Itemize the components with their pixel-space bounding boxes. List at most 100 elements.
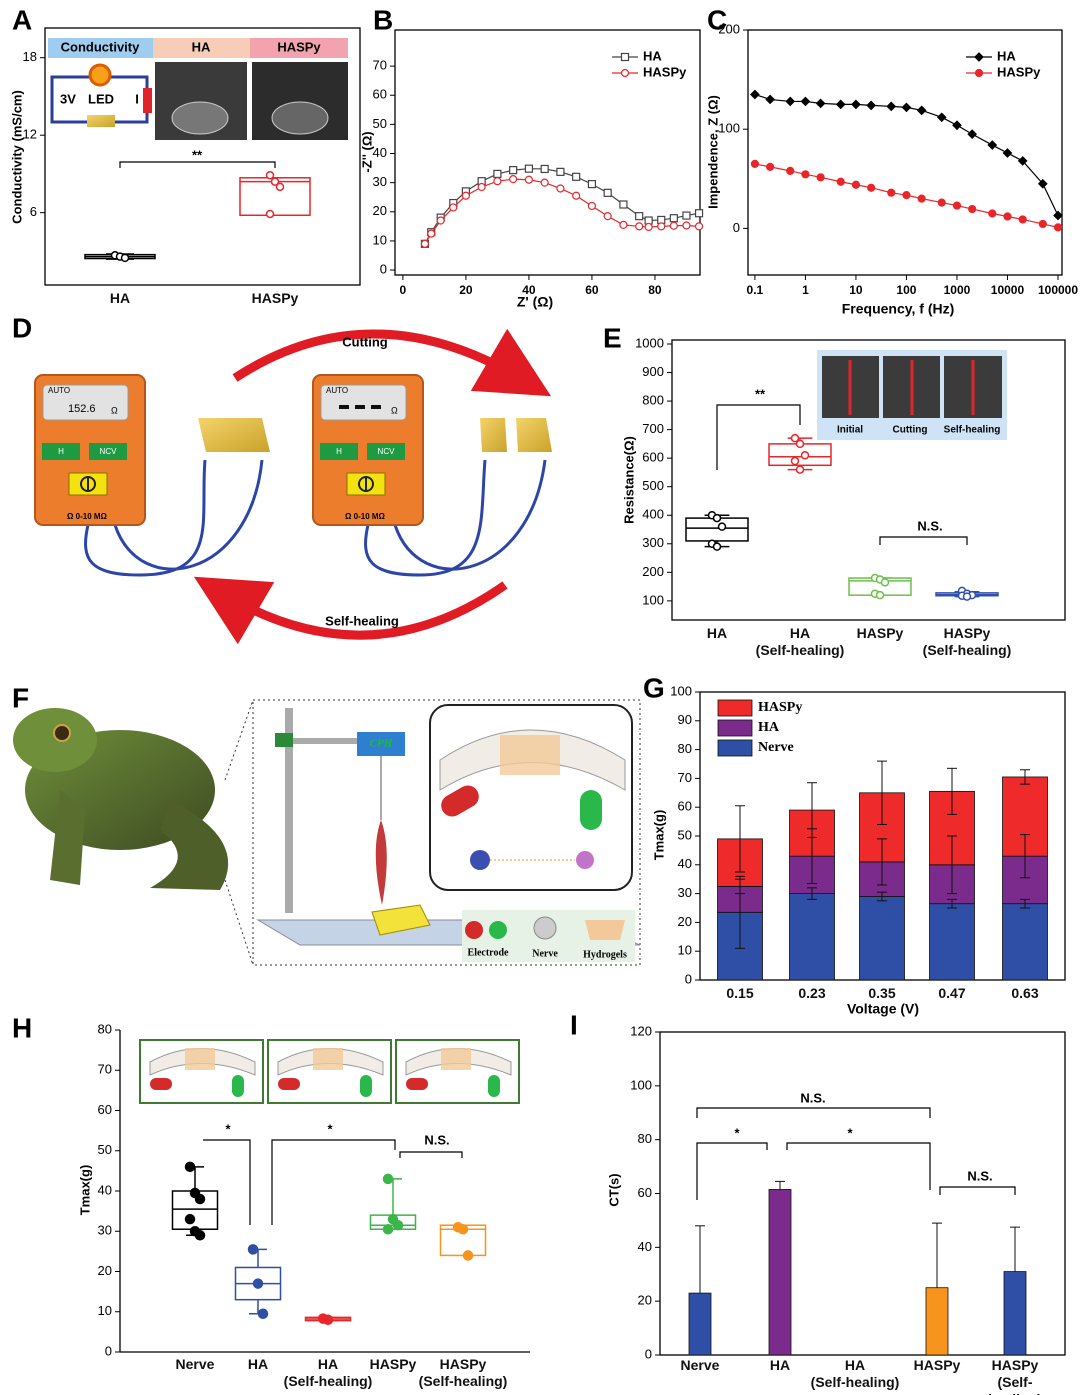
zoom-box (252, 699, 641, 966)
data-point (987, 140, 998, 150)
x-tick-label: 0.35 (868, 985, 896, 1001)
data-point (382, 1223, 394, 1235)
data-point (1002, 148, 1013, 158)
data-point (886, 101, 897, 112)
inset-label: Cutting (893, 425, 928, 436)
y-tick-label: 60 (373, 87, 387, 102)
data-point (436, 216, 445, 225)
bar-segment (859, 896, 905, 981)
meter-mode: AUTO (48, 386, 70, 395)
data-point (765, 94, 775, 105)
data-point (669, 214, 678, 223)
panel-label: F (12, 682, 29, 713)
y-tick-label: 60 (98, 1102, 112, 1117)
y-axis-label: Impendence, Z (Ω) (705, 95, 720, 209)
x-tick-label: HA (Self-healing) (810, 1357, 900, 1390)
data-point (1038, 219, 1047, 229)
sensor-box (357, 732, 405, 756)
significance-label: * (327, 1121, 333, 1136)
data-point (968, 204, 977, 214)
panel-h-inset (139, 1039, 520, 1104)
data-point (694, 222, 704, 231)
x-tick-label: 10000 (991, 283, 1025, 297)
data-point (988, 209, 997, 218)
plot-frame (394, 29, 701, 276)
y-tick-label: 0 (645, 1346, 652, 1361)
data-point (524, 164, 534, 173)
photo-dish (271, 101, 329, 135)
data-point (682, 221, 691, 230)
inset-header: HASPy (277, 39, 321, 54)
y-tick-label: 100 (718, 121, 740, 136)
switch (143, 88, 152, 113)
data-point (901, 102, 912, 113)
legend-label: Hydrogels (583, 949, 627, 960)
panel-f-diagram: CPH Electrode Nerve Hydrogels (13, 699, 641, 966)
x-tick-label: 60 (585, 283, 599, 297)
y-tick-label: 10 (373, 232, 387, 247)
y-tick-label: 60 (678, 799, 692, 814)
frog-leg (150, 800, 229, 890)
data-point (572, 191, 581, 200)
y-tick-label: 0 (105, 1343, 112, 1358)
x-tick-label: 20 (459, 283, 473, 297)
significance-label: N.S. (800, 1090, 825, 1105)
muscle (375, 820, 387, 905)
wire (84, 459, 207, 577)
data-point (836, 177, 845, 186)
significance-bracket (119, 161, 276, 168)
zoom-line (224, 699, 254, 781)
box (239, 177, 311, 217)
x-tick-label: Nerve (175, 1356, 215, 1372)
y-tick-label: 40 (678, 856, 692, 871)
meter-range: Ω 0-10 MΩ (67, 512, 108, 521)
data-point (265, 170, 275, 180)
y-tick-label: 30 (373, 174, 387, 189)
y-tick-label: 900 (642, 364, 664, 379)
multimeter: AUTO Ω H NCV Ω 0-10 MΩ (312, 374, 424, 526)
data-point (1017, 156, 1028, 166)
meter-button-label: H (336, 447, 342, 456)
data-point (427, 229, 436, 238)
y-tick-label: 50 (373, 116, 387, 131)
y-tick-label: 0 (380, 261, 387, 276)
data-point (587, 180, 597, 189)
meter-screen (320, 384, 407, 421)
legend-label: HA (758, 720, 780, 735)
data-point (392, 1219, 404, 1231)
data-point (669, 221, 678, 230)
x-tick-label: 0.15 (726, 985, 754, 1001)
data-point (790, 433, 800, 443)
legend-marker (620, 52, 630, 62)
stand-pole (285, 708, 293, 913)
panel-d-diagram: Cutting Self-healing AUTO 152.6 Ω H NCV … (34, 328, 552, 645)
electrode (278, 1078, 300, 1090)
data-point (635, 222, 644, 231)
panel-label: C (707, 4, 727, 35)
data-point (795, 439, 805, 449)
significance-label: ** (192, 147, 203, 162)
data-point (795, 465, 805, 474)
y-tick-label: 40 (373, 145, 387, 160)
data-point (815, 98, 826, 109)
series-line (424, 168, 700, 245)
significance-bracket (939, 1186, 1016, 1195)
bar (768, 1189, 792, 1356)
y-tick-label: 200 (642, 564, 664, 579)
x-tick-label: HASPy (856, 625, 904, 641)
data-point (916, 105, 927, 116)
data-point (717, 522, 727, 531)
y-tick-label: 400 (642, 507, 664, 522)
bar (925, 1287, 949, 1356)
y-tick-label: 1000 (635, 335, 664, 350)
hydrogel (198, 418, 270, 452)
data-point (750, 89, 760, 100)
data-point (644, 222, 653, 232)
data-point (866, 100, 876, 111)
data-point (936, 112, 947, 123)
y-axis-label: Tmax(g) (651, 810, 666, 861)
legend-swatch (717, 699, 753, 717)
legend-label: HASPy (643, 64, 687, 79)
y-tick-label: 10 (678, 943, 692, 958)
